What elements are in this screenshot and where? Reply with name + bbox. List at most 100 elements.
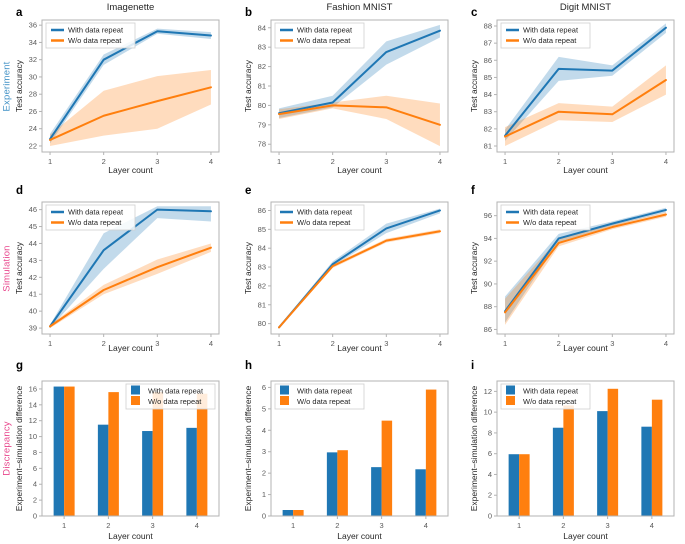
panel-title: Imagenette <box>107 2 155 13</box>
bar-0-1 <box>53 386 65 516</box>
svg-text:82: 82 <box>258 281 266 290</box>
svg-text:96: 96 <box>484 211 492 220</box>
svg-text:81: 81 <box>258 300 266 309</box>
y-axis: 78 79 80 81 82 83 84 <box>258 23 271 149</box>
y-axis-label: Experiment–simulation difference <box>243 385 253 511</box>
bar-1-3 <box>607 388 619 516</box>
svg-text:36: 36 <box>29 21 37 30</box>
svg-text:85: 85 <box>484 73 492 82</box>
axis-frame <box>41 19 220 153</box>
panel-letter: g <box>16 360 23 372</box>
svg-text:42: 42 <box>29 273 37 282</box>
plot-area <box>504 23 667 146</box>
bar-1-3 <box>152 392 164 516</box>
svg-text:24: 24 <box>29 124 37 133</box>
svg-text:4: 4 <box>664 157 668 166</box>
y-axis: 86 88 90 92 94 96 <box>484 211 497 334</box>
svg-text:1: 1 <box>262 490 266 499</box>
svg-text:10: 10 <box>29 432 37 441</box>
svg-text:82: 82 <box>484 124 492 133</box>
svg-text:22: 22 <box>29 141 37 150</box>
svg-text:4: 4 <box>424 521 428 530</box>
svg-text:16: 16 <box>29 384 37 393</box>
svg-text:12: 12 <box>29 416 37 425</box>
svg-text:86: 86 <box>484 325 492 334</box>
svg-text:4: 4 <box>438 157 442 166</box>
svg-text:W/o data repeat: W/o data repeat <box>68 218 122 227</box>
svg-text:79: 79 <box>258 120 266 129</box>
svg-text:2: 2 <box>106 521 110 530</box>
plot-area <box>278 24 441 147</box>
series-line-1 <box>504 213 667 314</box>
svg-text:With data repeat: With data repeat <box>68 208 124 217</box>
svg-text:90: 90 <box>484 279 492 288</box>
y-axis-label: Test accuracy <box>243 241 253 294</box>
svg-text:94: 94 <box>484 234 492 243</box>
svg-text:1: 1 <box>517 521 521 530</box>
panel-title: Fashion MNIST <box>327 2 393 13</box>
x-axis: 1 2 3 4 <box>48 152 213 166</box>
svg-text:2: 2 <box>557 339 561 348</box>
svg-text:41: 41 <box>29 290 37 299</box>
svg-text:2: 2 <box>488 491 492 500</box>
svg-text:1: 1 <box>291 521 295 530</box>
y-axis: 0 2 4 6 8 10 12 14 16 <box>29 384 42 521</box>
svg-text:1: 1 <box>48 157 52 166</box>
svg-text:3: 3 <box>384 339 388 348</box>
x-axis-label: Layer count <box>108 343 153 353</box>
panel-letter: h <box>245 360 252 372</box>
svg-text:4: 4 <box>438 339 442 348</box>
bar-0-4 <box>641 426 652 516</box>
svg-text:6: 6 <box>488 449 492 458</box>
bar-1-3 <box>381 420 393 516</box>
bar-0-2 <box>326 452 338 516</box>
y-axis-label: Test accuracy <box>469 241 479 294</box>
svg-text:2: 2 <box>335 521 339 530</box>
svg-text:1: 1 <box>503 339 507 348</box>
panel-letter: f <box>471 185 475 197</box>
svg-text:1: 1 <box>48 339 52 348</box>
svg-text:With data repeat: With data repeat <box>523 26 579 35</box>
svg-text:78: 78 <box>258 140 266 149</box>
svg-text:84: 84 <box>484 90 492 99</box>
y-axis-label: Experiment–simulation difference <box>469 385 479 511</box>
svg-text:87: 87 <box>484 39 492 48</box>
svg-text:With data repeat: With data repeat <box>297 387 353 396</box>
svg-text:43: 43 <box>29 256 37 265</box>
panel-g-discrepancy-imagenette: 0 2 4 6 8 10 12 14 16 1 2 3 4 Layer count Experiment–s… <box>14 355 229 544</box>
svg-text:30: 30 <box>29 72 37 81</box>
row-label-experiment: Experiment <box>1 61 13 112</box>
x-axis-label: Layer count <box>563 343 608 353</box>
bar-1-4 <box>651 399 663 516</box>
svg-text:40: 40 <box>29 307 37 316</box>
bar-0-3 <box>371 467 382 516</box>
panel-letter: e <box>245 185 251 197</box>
bar-0-4 <box>415 469 426 516</box>
svg-text:With data repeat: With data repeat <box>523 208 579 217</box>
axis-frame <box>270 380 449 517</box>
bar-1-4 <box>425 389 437 516</box>
svg-text:W/o data repeat: W/o data repeat <box>297 218 351 227</box>
panel-letter: c <box>471 7 478 19</box>
svg-text:With data repeat: With data repeat <box>148 387 204 396</box>
svg-text:83: 83 <box>258 263 266 272</box>
svg-text:44: 44 <box>29 239 37 248</box>
svg-text:1: 1 <box>62 521 66 530</box>
svg-text:2: 2 <box>102 157 106 166</box>
x-axis-label: Layer count <box>108 165 153 175</box>
series-line-1 <box>49 246 212 328</box>
svg-text:80: 80 <box>258 319 266 328</box>
bar-1-4 <box>196 393 208 516</box>
series-line-0 <box>278 29 441 115</box>
svg-text:W/o data repeat: W/o data repeat <box>297 397 351 406</box>
y-axis: 80 81 82 83 84 85 86 <box>258 206 271 328</box>
x-axis-label: Layer count <box>108 531 153 541</box>
panel-b-experiment-fashion-mnist: 78 79 80 81 82 83 84 1 2 3 4 Layer count Test accura… <box>243 0 458 180</box>
panel-letter: a <box>16 7 23 19</box>
